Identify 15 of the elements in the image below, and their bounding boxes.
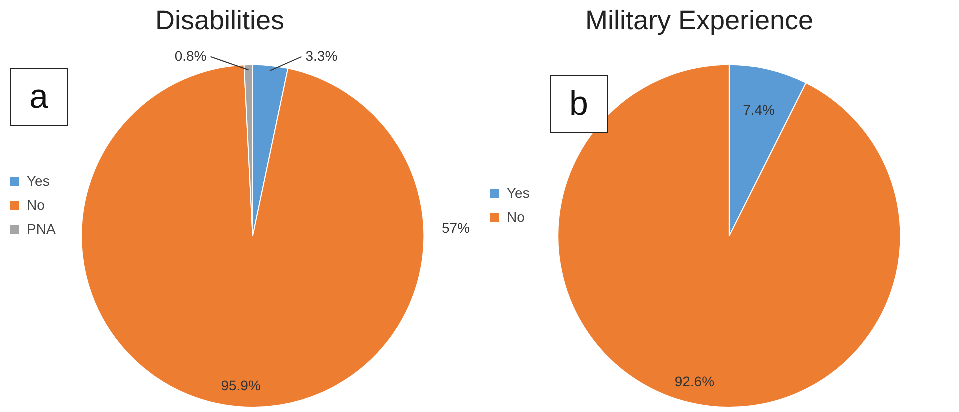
text: 57% [442,220,470,236]
data-label: 3.3% [306,48,338,64]
chart-title: Military Experience [585,6,814,36]
legend-label: No [507,208,526,225]
text: a [10,68,68,126]
data-label: 0.8% [174,48,207,64]
data-label: 95.9% [221,377,261,394]
chart-title: Disabilities [155,6,285,36]
legend-label: No [27,196,46,213]
legend-label: Yes [507,184,530,201]
data-label: 7.4% [743,102,775,118]
data-label: 92.6% [674,374,715,390]
text: b [550,75,608,133]
legend-label: Yes [27,172,50,189]
legend-label: PNA [27,220,56,237]
